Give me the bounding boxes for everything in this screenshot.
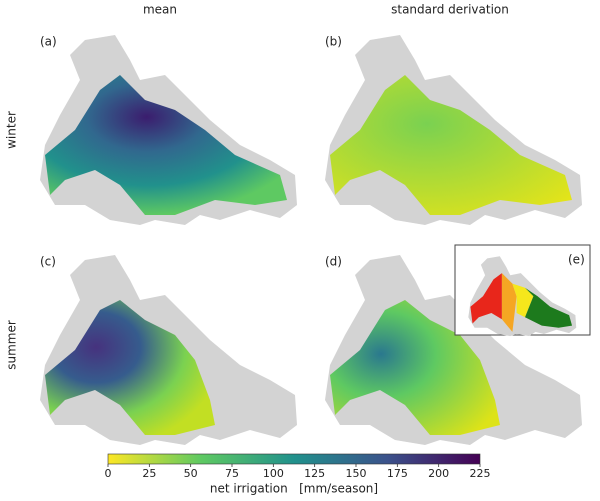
map-panel — [40, 35, 297, 225]
colorbar-label: net irrigation [mm/season] — [210, 482, 378, 496]
colorbar-tick-label: 225 — [470, 467, 491, 480]
panel-label: (a) — [40, 35, 57, 49]
map-panel — [40, 255, 297, 445]
column-title: standard derivation — [391, 3, 509, 17]
map-panel — [325, 35, 582, 225]
row-title: summer — [5, 320, 19, 370]
colorbar-tick-label: 150 — [346, 467, 367, 480]
inset-map — [454, 244, 591, 337]
panel-label: (e) — [568, 253, 585, 267]
colorbar-tick-label: 175 — [387, 467, 408, 480]
colorbar — [107, 453, 481, 465]
colorbar-tick-label: 50 — [184, 467, 198, 480]
panel-label: (d) — [325, 255, 342, 269]
colorbar-tick-label: 100 — [263, 467, 284, 480]
colorbar-tick-label: 75 — [225, 467, 239, 480]
row-title: winter — [5, 111, 19, 149]
column-title: mean — [143, 3, 177, 17]
colorbar-tick-label: 125 — [304, 467, 325, 480]
panel-label: (b) — [325, 35, 342, 49]
panel-label: (c) — [40, 255, 56, 269]
colorbar-tick-label: 200 — [428, 467, 449, 480]
colorbar-tick-label: 25 — [142, 467, 156, 480]
colorbar-tick-label: 0 — [105, 467, 112, 480]
